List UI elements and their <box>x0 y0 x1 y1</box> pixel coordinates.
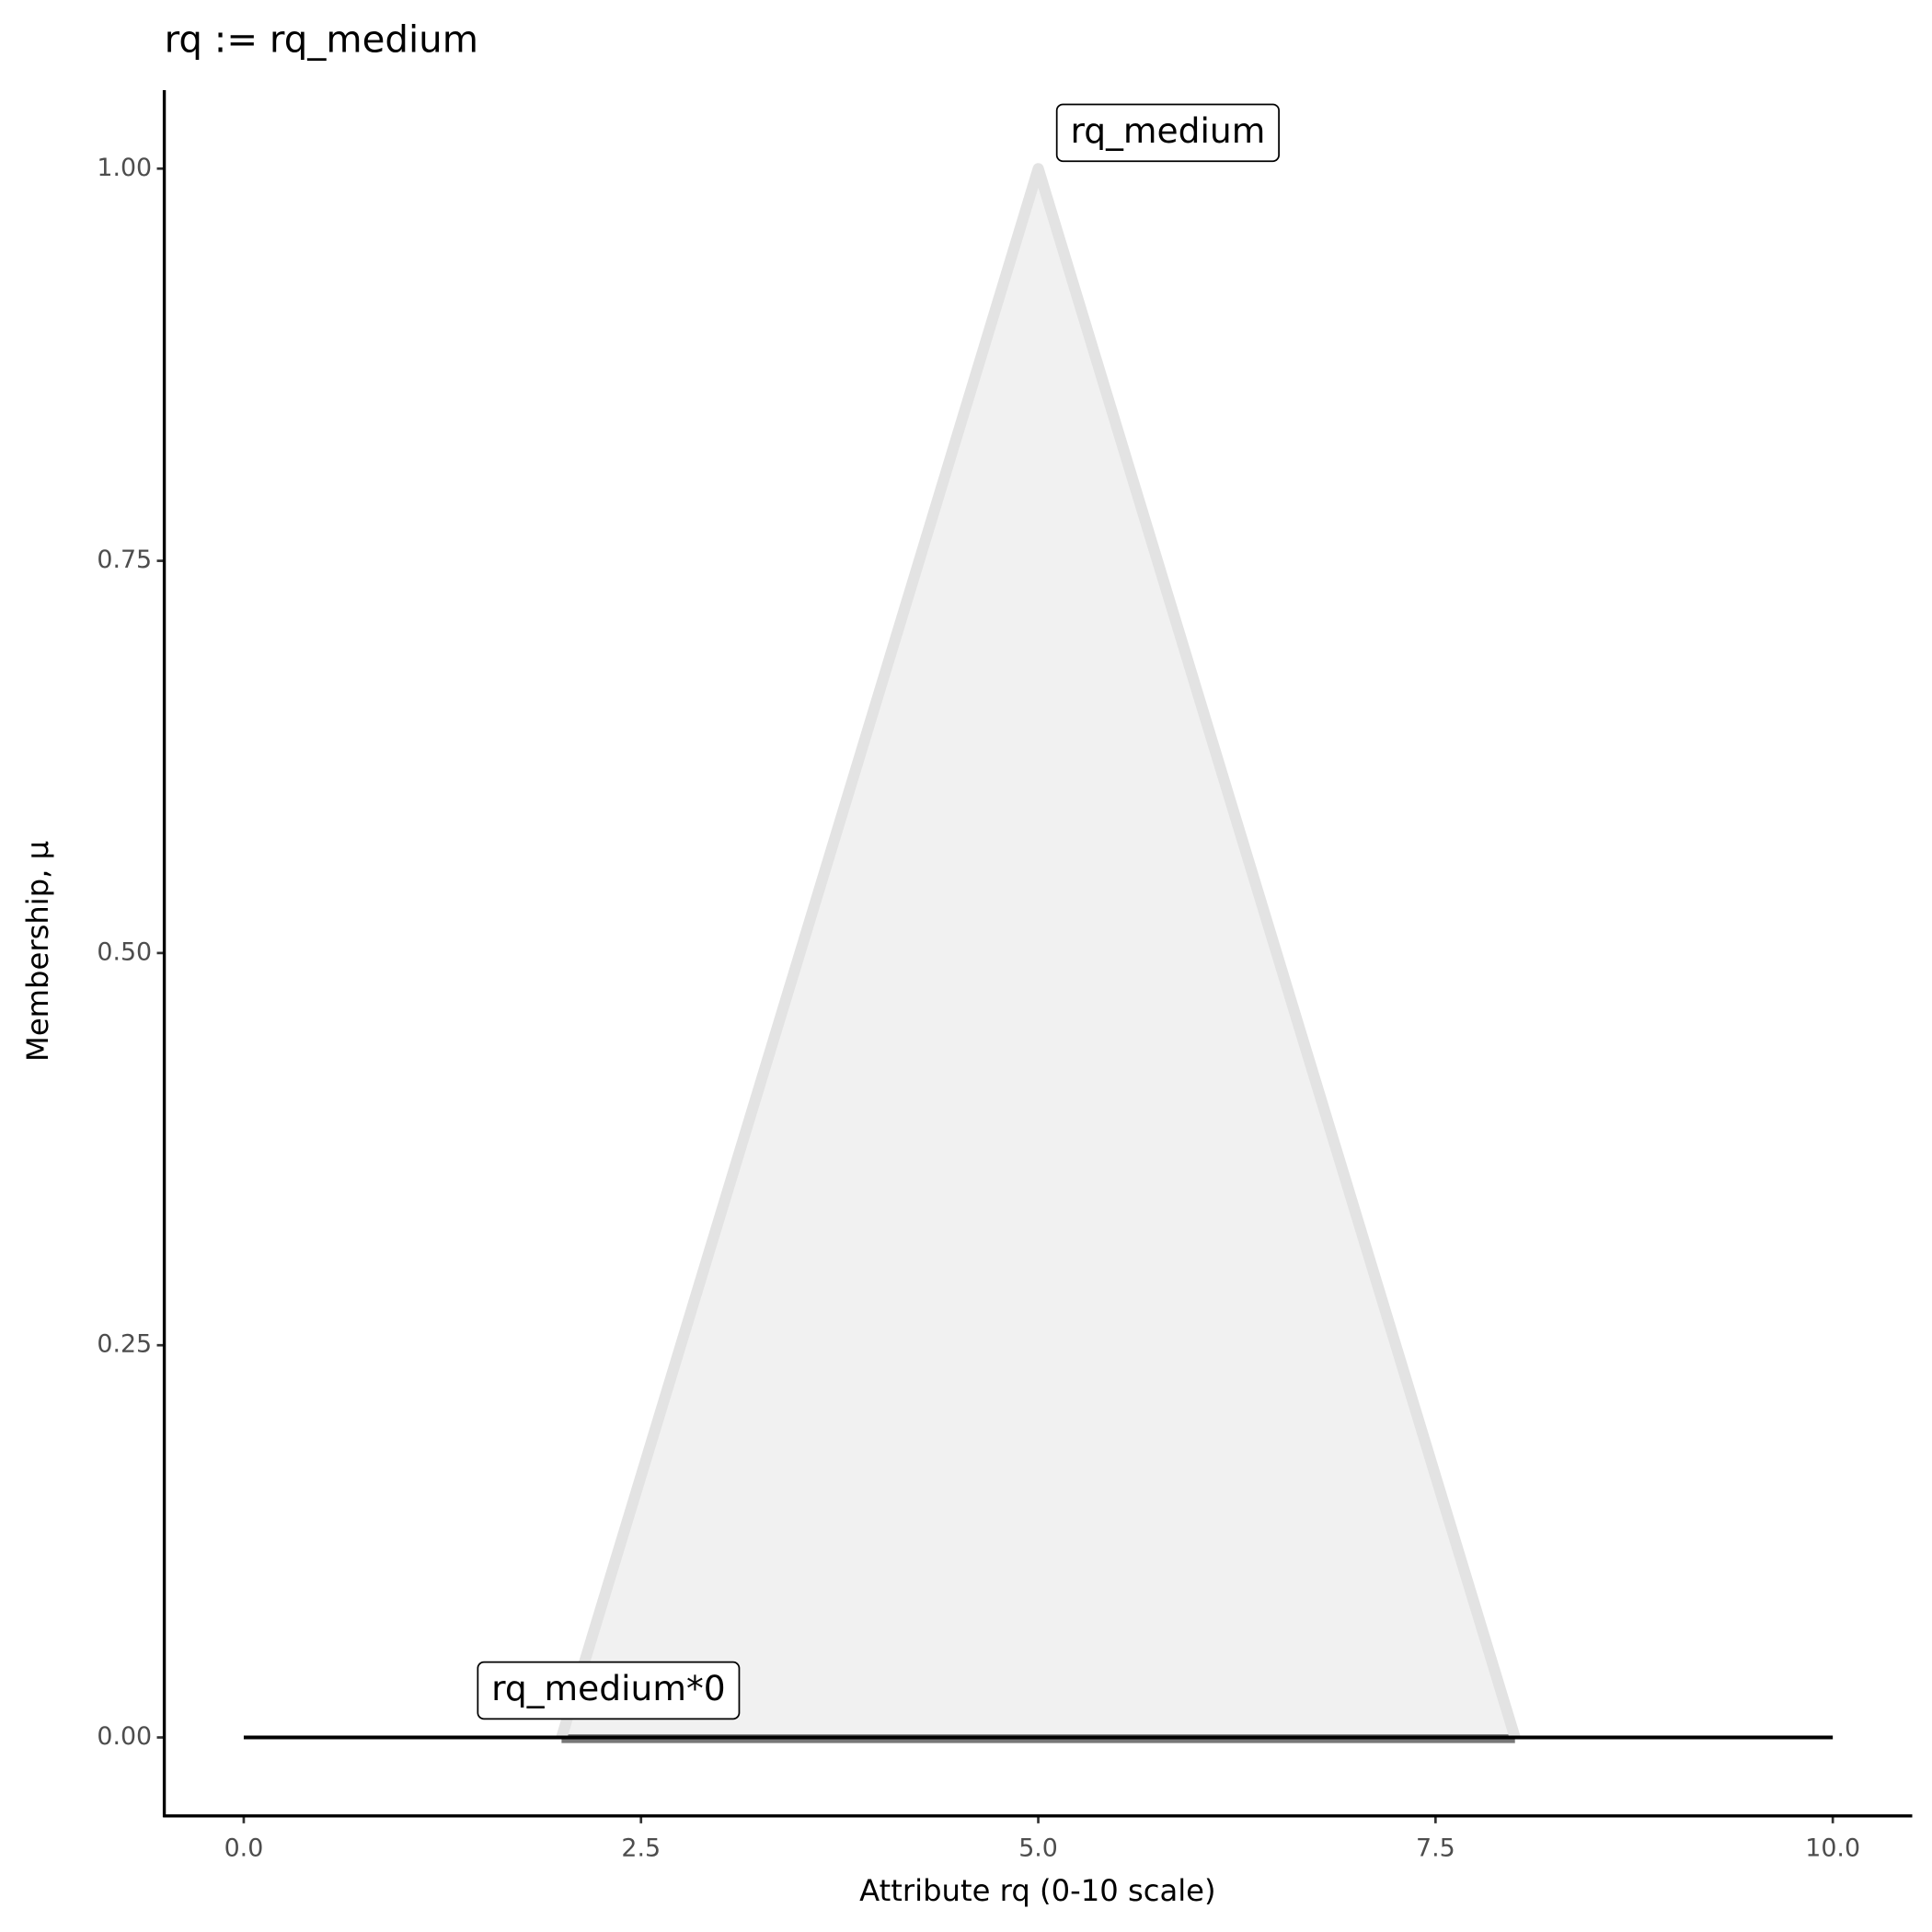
x-axis-title: Attribute rq (0-10 scale) <box>859 1873 1215 1908</box>
y-tick-label: 0.25 <box>97 1330 152 1359</box>
x-tick-label: 7.5 <box>1416 1834 1455 1863</box>
y-tick-label: 0.00 <box>97 1722 152 1751</box>
line <box>556 163 1521 1740</box>
series-label: rq_medium <box>1070 110 1265 151</box>
series-label: rq_medium*0 <box>491 1668 726 1708</box>
area <box>561 168 1515 1738</box>
y-tick-label: 1.00 <box>97 154 152 182</box>
chart-title: rq := rq_medium <box>165 19 478 62</box>
y-axis-title: Membership, μ <box>20 841 55 1062</box>
x-tick-label: 10.0 <box>1805 1834 1860 1863</box>
y-tick-label: 0.50 <box>97 937 152 966</box>
x-tick-label: 2.5 <box>621 1834 661 1863</box>
x-tick-label: 5.0 <box>1018 1834 1058 1863</box>
label-box <box>1055 103 1280 163</box>
label-box <box>477 1661 741 1720</box>
y-tick-label: 0.75 <box>97 546 152 574</box>
x-tick-label: 0.0 <box>224 1834 264 1863</box>
